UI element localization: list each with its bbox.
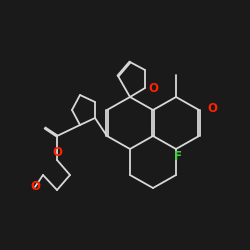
Text: O: O	[30, 180, 40, 194]
Text: O: O	[207, 102, 217, 114]
Text: F: F	[174, 150, 182, 164]
Text: O: O	[148, 82, 158, 94]
Text: O: O	[52, 146, 62, 158]
